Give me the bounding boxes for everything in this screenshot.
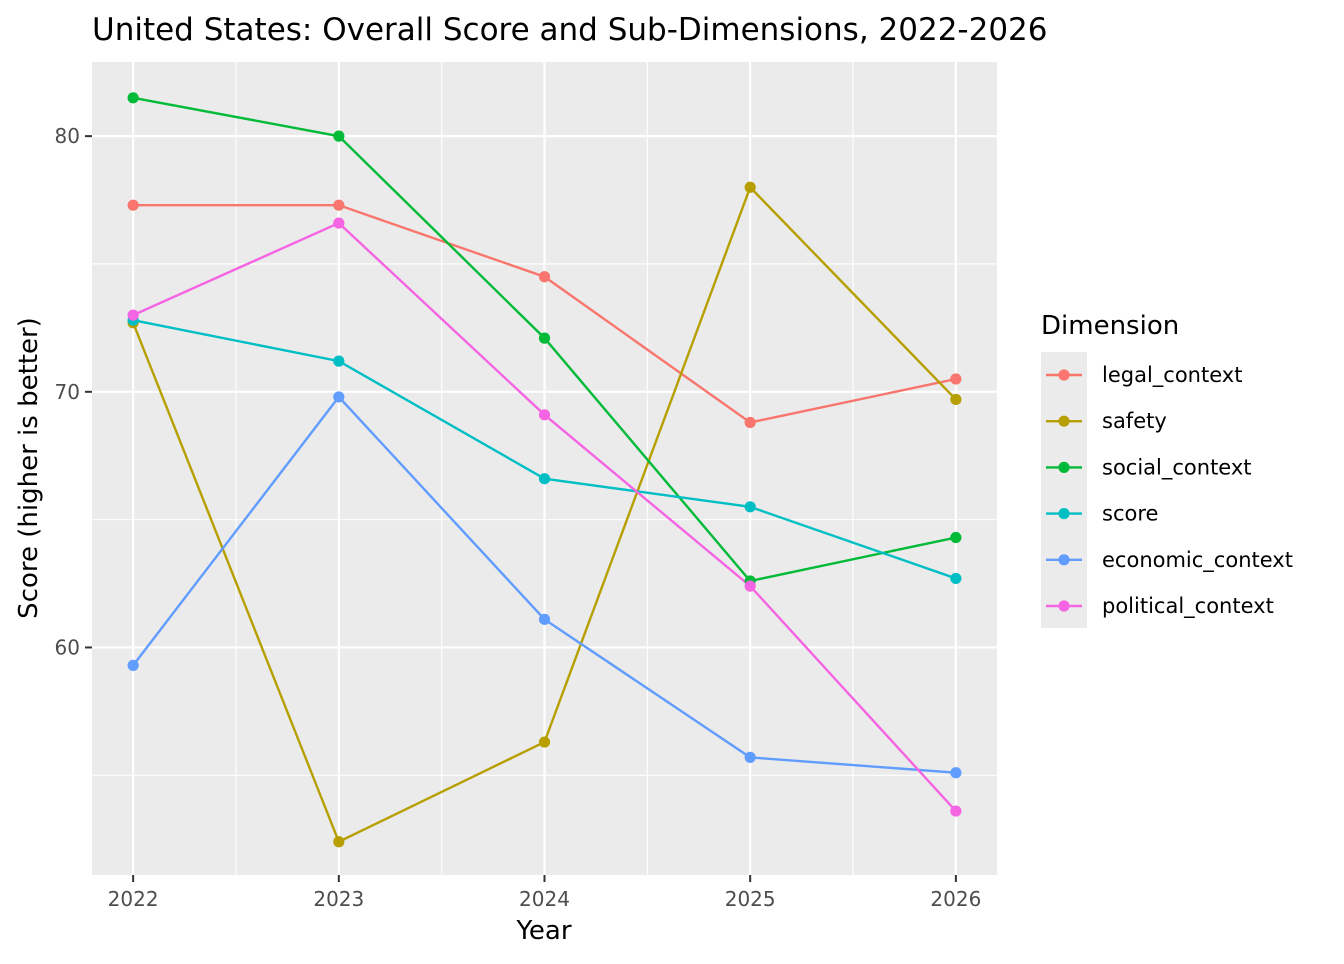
data-point-economic-context	[333, 391, 345, 403]
data-point-score	[333, 355, 345, 367]
data-point-legal-context	[538, 271, 551, 283]
data-point-political-context	[538, 409, 551, 421]
legend-label: economic_context	[1102, 548, 1293, 573]
legend-label: political_context	[1102, 594, 1274, 619]
data-point-economic-context	[744, 751, 756, 763]
legend-item-legal-context: legal_context	[1046, 363, 1242, 388]
x-axis: 2022 2023 2024 2025 2026	[108, 875, 981, 911]
legend-key-background	[1041, 352, 1087, 628]
data-point-social-context	[333, 130, 345, 142]
legend-key-point	[1058, 461, 1070, 473]
legend-key-point	[1058, 415, 1070, 427]
y-axis: 60 70 80	[55, 124, 92, 659]
legend-key-point	[1058, 600, 1070, 612]
x-tick-label: 2025	[725, 887, 776, 911]
data-point-economic-context	[538, 613, 551, 625]
data-point-social-context	[950, 531, 962, 544]
legend-label: social_context	[1102, 455, 1252, 480]
data-point-legal-context	[744, 416, 756, 429]
legend-key-point	[1058, 507, 1070, 520]
legend-item-political-context: political_context	[1046, 594, 1274, 619]
data-point-score	[538, 473, 551, 485]
data-point-legal-context	[950, 373, 962, 385]
series-points	[127, 92, 962, 848]
legend-item-social-context: social_context	[1046, 455, 1252, 480]
legend-key-point	[1058, 369, 1070, 381]
legend-label: safety	[1102, 409, 1167, 433]
data-point-safety	[333, 836, 345, 848]
legend-item-safety: safety	[1046, 409, 1167, 433]
data-point-political-context	[744, 580, 756, 592]
legend-item-economic-context: economic_context	[1046, 548, 1293, 573]
legend-item-score: score	[1046, 502, 1158, 526]
y-tick-label: 80	[55, 124, 80, 148]
data-point-political-context	[333, 217, 345, 229]
data-point-score	[744, 501, 756, 513]
x-axis-label: Year	[515, 916, 571, 946]
y-tick-label: 60	[55, 635, 80, 659]
data-point-social-context	[538, 332, 551, 344]
data-point-political-context	[127, 309, 139, 321]
data-point-safety	[744, 181, 756, 193]
data-point-score	[950, 572, 962, 585]
x-tick-label: 2023	[313, 887, 364, 911]
data-point-political-context	[950, 805, 962, 817]
legend-label: score	[1102, 502, 1158, 526]
x-tick-label: 2024	[519, 887, 570, 911]
x-tick-label: 2022	[108, 887, 159, 911]
chart-title: United States: Overall Score and Sub-Dim…	[92, 12, 1048, 48]
legend-key-point	[1058, 554, 1070, 566]
legend-label: legal_context	[1102, 363, 1242, 388]
data-point-safety	[950, 393, 962, 406]
data-point-legal-context	[333, 199, 345, 211]
legend-title: Dimension	[1041, 311, 1179, 341]
x-tick-label: 2026	[930, 887, 981, 911]
y-tick-label: 70	[55, 380, 80, 404]
data-point-economic-context	[127, 659, 139, 671]
data-point-legal-context	[127, 199, 139, 211]
data-point-safety	[538, 736, 551, 748]
data-point-economic-context	[950, 767, 962, 779]
data-point-social-context	[127, 92, 139, 104]
y-axis-label: Score (higher is better)	[14, 317, 44, 619]
